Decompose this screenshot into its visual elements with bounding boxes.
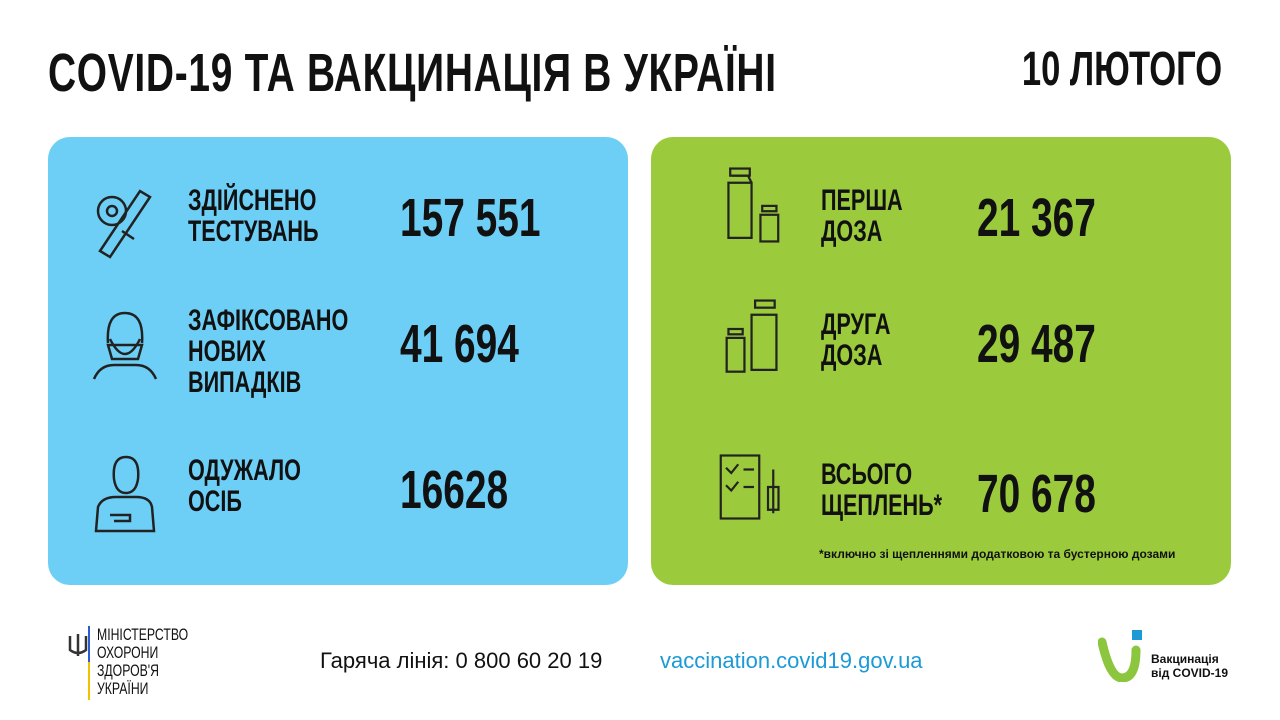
stat-label: ОСІБ: [188, 485, 242, 518]
website-link[interactable]: vaccination.covid19.gov.ua: [660, 648, 923, 673]
ministry-line: МІНІСТЕРСТВО: [97, 625, 189, 644]
vacc-logo-line: від COVID-19: [1151, 666, 1229, 680]
stat-value: 70 678: [977, 464, 1096, 524]
vaccination-logo-text: Вакцинація від COVID-19: [1151, 652, 1228, 680]
stat-label: ДРУГА: [821, 308, 891, 341]
stat-label: ЩЕПЛЕНЬ*: [821, 489, 943, 522]
vaccine-vials-icon: [725, 299, 778, 373]
stat-label: ТЕСТУВАНЬ: [188, 215, 319, 248]
ministry-line: ОХОРОНИ: [97, 643, 159, 662]
vaccination-logo-icon: [1098, 630, 1142, 682]
vaccine-vials-icon: [727, 167, 780, 243]
stat-label: ДОЗА: [821, 339, 883, 372]
stat-label: ЗАФІКСОВАНО: [188, 304, 349, 337]
ukraine-trident-logo: [68, 626, 90, 700]
stat-value: 21 367: [977, 188, 1096, 248]
test-tube-virus-icon: [96, 189, 152, 259]
stat-value: 29 487: [977, 314, 1096, 374]
cases-card: ЗДІЙСНЕНО ТЕСТУВАНЬ 157 551 ЗАФІКСОВАНО …: [48, 137, 628, 585]
stat-label: НОВИХ: [188, 335, 266, 368]
vaccination-card: ПЕРША ДОЗА 21 367 ДРУГА ДОЗА 29 487 ВСЬО…: [651, 137, 1231, 585]
stat-label: ДОЗА: [821, 215, 883, 248]
ministry-line: ЗДОРОВ'Я: [97, 661, 159, 680]
ministry-line: УКРАЇНИ: [97, 679, 149, 698]
vacc-logo-line: Вакцинація: [1151, 652, 1219, 666]
stat-label: ПЕРША: [821, 184, 903, 217]
stat-value: 16628: [400, 460, 509, 520]
recovered-person-icon: [94, 455, 156, 533]
hotline: Гаряча лінія: 0 800 60 20 19: [320, 648, 603, 673]
stat-label: ОДУЖАЛО: [188, 454, 301, 487]
ministry-logo-text: МІНІСТЕРСТВО ОХОРОНИ ЗДОРОВ'Я УКРАЇНИ: [97, 626, 188, 698]
date: 10 ЛЮТОГО: [1021, 43, 1222, 96]
masked-person-icon: [92, 311, 158, 380]
checklist-syringe-icon: [719, 454, 780, 520]
stat-label: ЗДІЙСНЕНО: [188, 184, 317, 217]
stat-value: 157 551: [400, 188, 541, 248]
stat-value: 41 694: [400, 314, 519, 374]
page-title: COVID-19 ТА ВАКЦИНАЦІЯ В УКРАЇНІ: [48, 43, 777, 103]
footnote: *включно зі щепленнями додатковою та бус…: [819, 547, 1176, 561]
stat-label: ВСЬОГО: [821, 458, 913, 491]
stat-label: ВИПАДКІВ: [188, 366, 302, 399]
